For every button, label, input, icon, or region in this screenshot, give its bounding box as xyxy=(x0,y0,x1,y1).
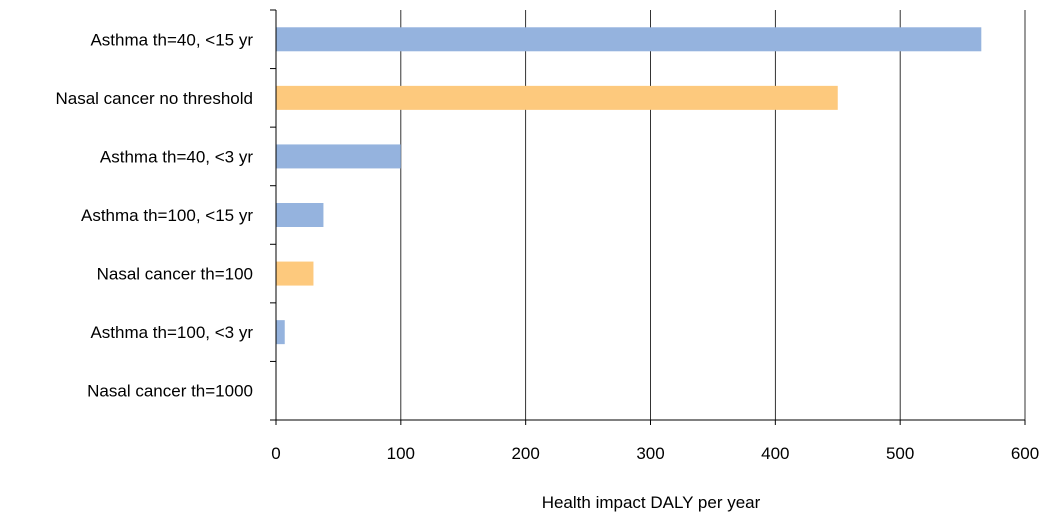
x-tick-label: 0 xyxy=(271,444,280,463)
category-label: Asthma th=40, <15 yr xyxy=(90,30,253,49)
bar-layer xyxy=(276,27,982,345)
grid-layer xyxy=(400,10,1026,420)
bar-5 xyxy=(276,320,285,345)
bar-1 xyxy=(276,85,838,110)
x-tick-label: 200 xyxy=(511,444,539,463)
bar-4 xyxy=(276,261,314,286)
category-label: Nasal cancer no threshold xyxy=(55,89,253,108)
bar-0 xyxy=(276,27,982,52)
bar-2 xyxy=(276,144,401,169)
x-tick-label: 400 xyxy=(761,444,789,463)
x-tick-label: 100 xyxy=(387,444,415,463)
x-tick-label: 500 xyxy=(886,444,914,463)
x-axis-title: Health impact DALY per year xyxy=(542,493,761,512)
label-layer: 0 100 200 300 400 500 600 Asthma th=40, <15 yr N… xyxy=(55,30,1039,463)
category-label: Asthma th=40, <3 yr xyxy=(100,147,253,166)
bar-3 xyxy=(276,203,324,227)
category-label: Asthma th=100, <15 yr xyxy=(81,206,253,225)
x-tick-label: 300 xyxy=(636,444,664,463)
x-tick-label: 600 xyxy=(1011,444,1039,463)
category-label: Nasal cancer th=1000 xyxy=(87,382,253,401)
category-label: Asthma th=100, <3 yr xyxy=(90,323,253,342)
axis-layer xyxy=(270,9,1026,425)
category-label: Nasal cancer th=100 xyxy=(97,265,253,284)
